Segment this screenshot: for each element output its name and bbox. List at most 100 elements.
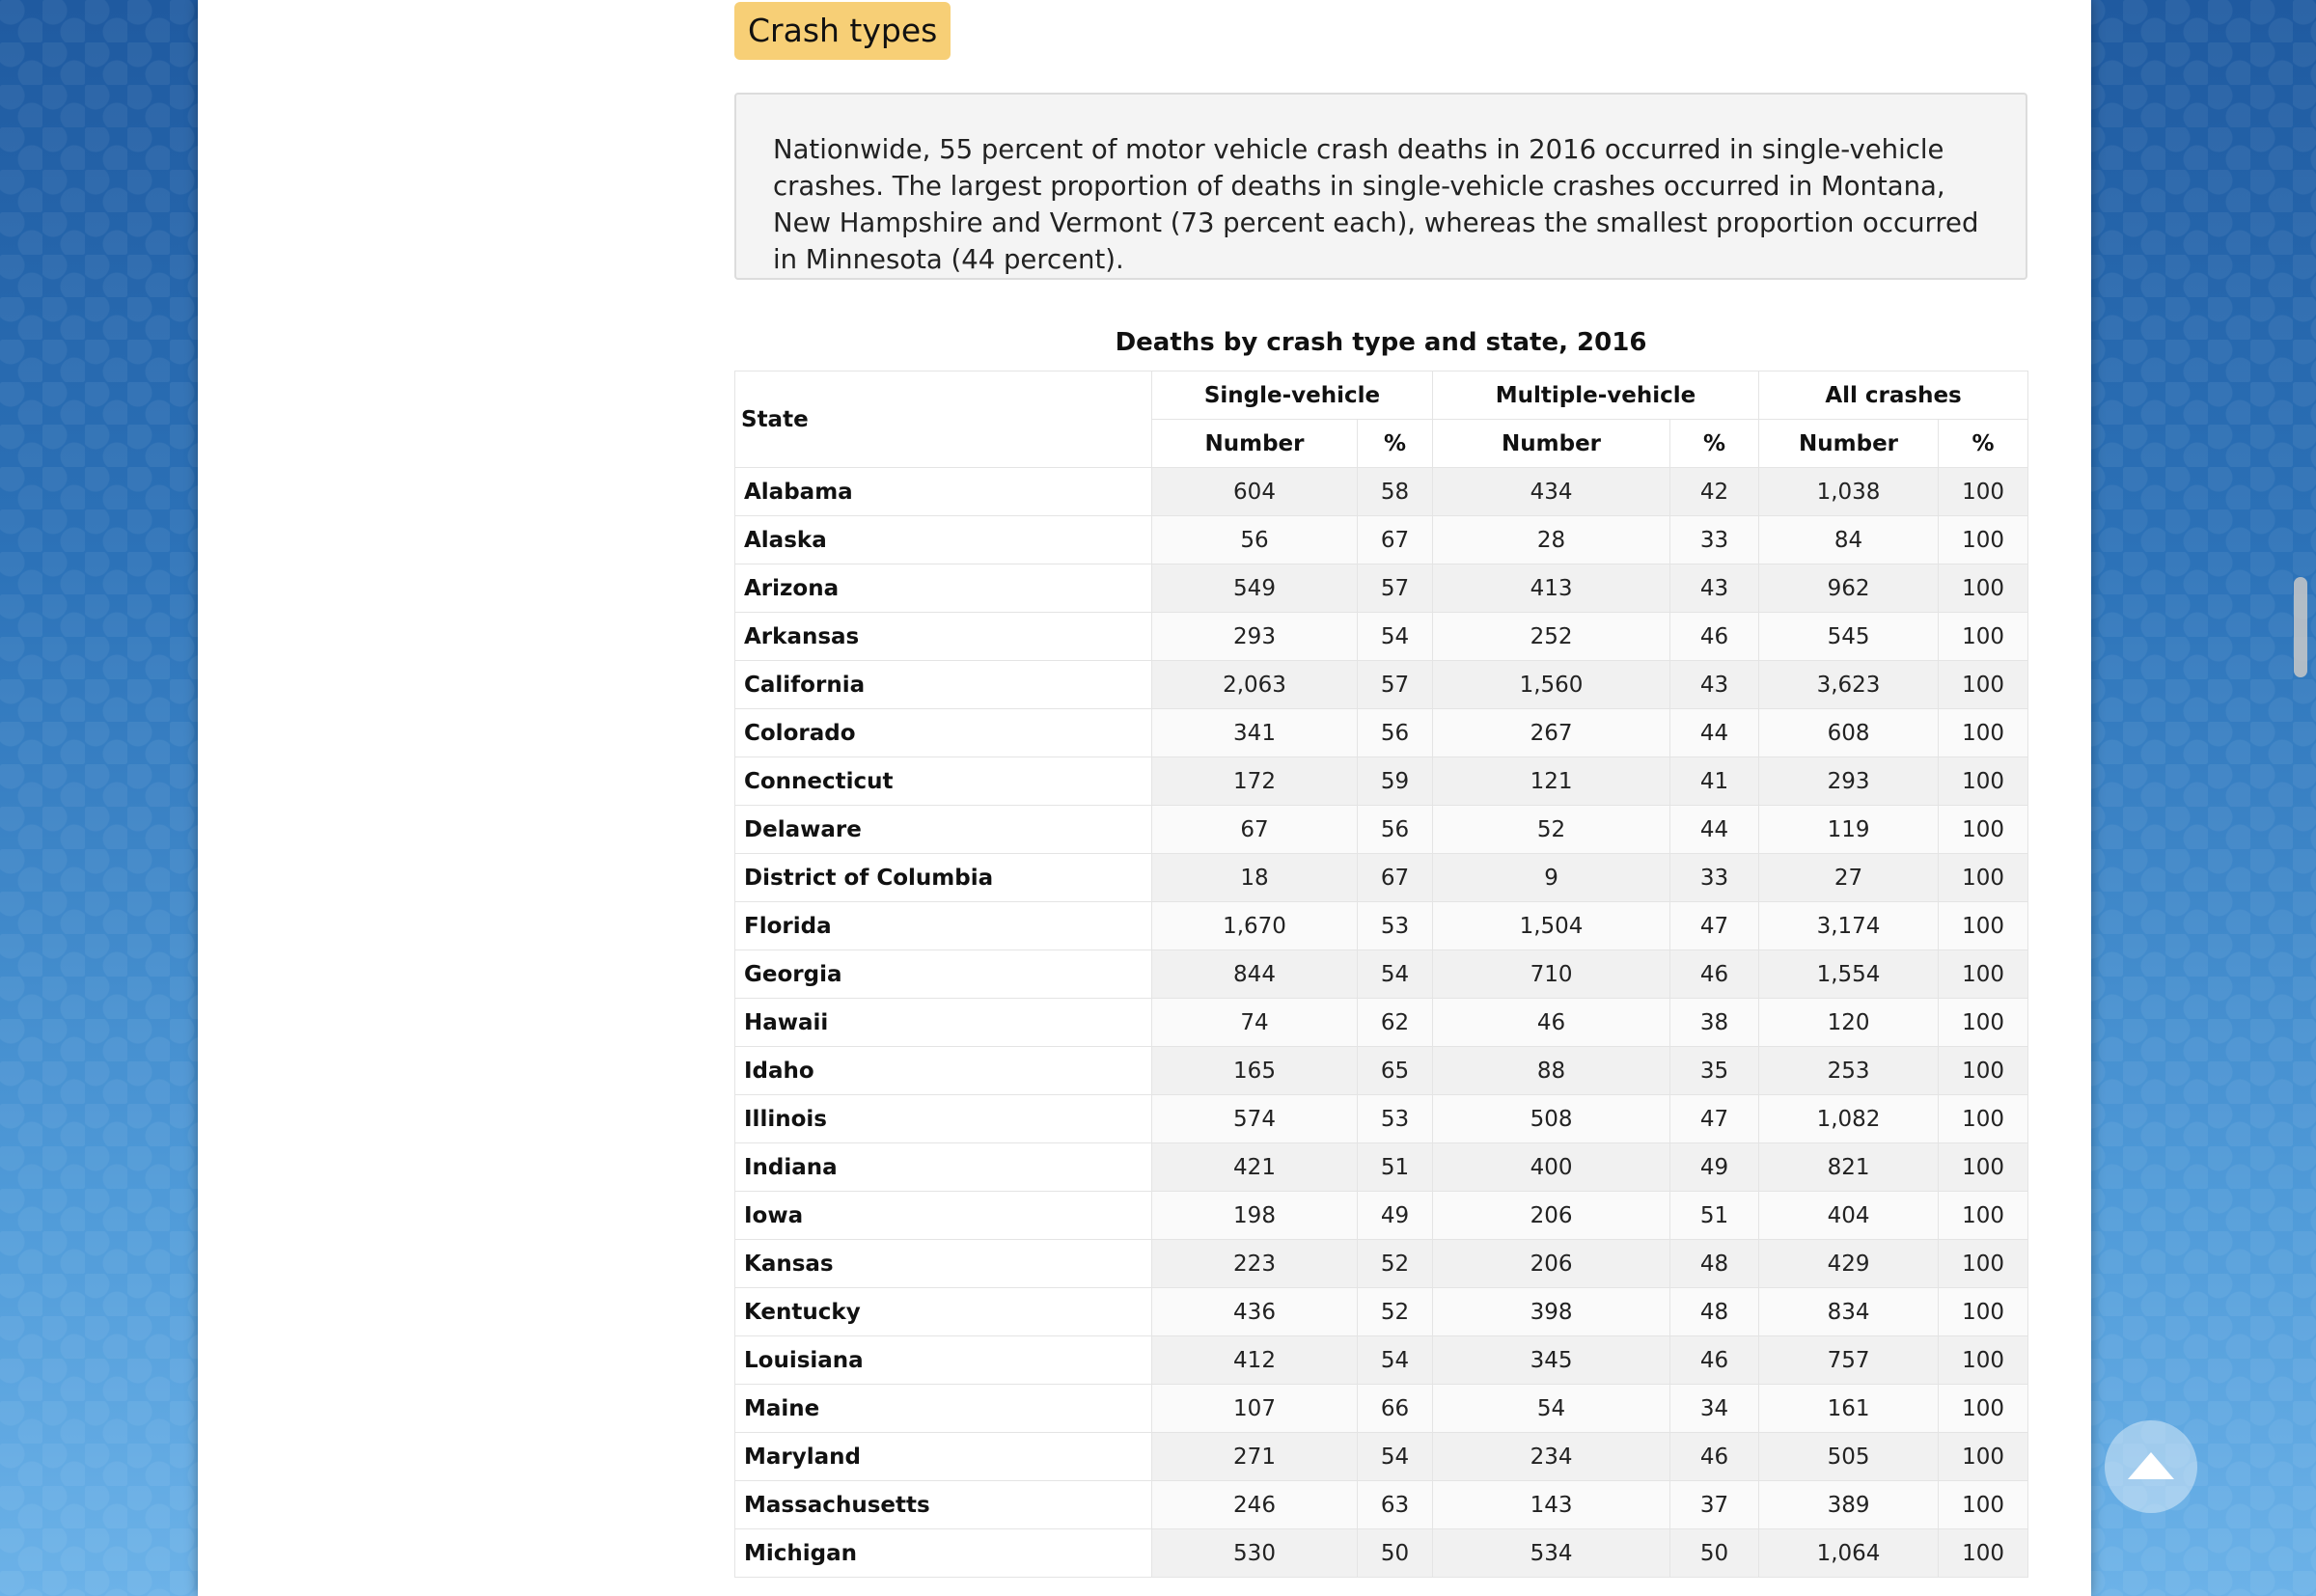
all-number-cell: 404 — [1758, 1191, 1940, 1240]
table-row: Maryland 271 54 234 46 505 100 — [734, 1432, 2029, 1481]
all-number-cell: 505 — [1758, 1432, 1940, 1481]
multiple-percent-cell: 48 — [1669, 1287, 1760, 1336]
table-row: Louisiana 412 54 345 46 757 100 — [734, 1335, 2029, 1385]
multiple-percent-cell: 46 — [1669, 1432, 1760, 1481]
all-percent-cell: 100 — [1938, 1384, 2029, 1433]
multiple-number-header: Number — [1432, 419, 1671, 468]
state-cell: Arkansas — [734, 612, 1152, 661]
multiple-percent-cell: 46 — [1669, 1335, 1760, 1385]
single-number-cell: 107 — [1151, 1384, 1358, 1433]
table-row: Connecticut 172 59 121 41 293 100 — [734, 757, 2029, 806]
single-number-cell: 74 — [1151, 998, 1358, 1047]
multiple-percent-cell: 38 — [1669, 998, 1760, 1047]
table-row: Florida 1,670 53 1,504 47 3,174 100 — [734, 901, 2029, 950]
multiple-vehicle-header: Multiple-vehicle — [1432, 371, 1760, 420]
table-row: Kentucky 436 52 398 48 834 100 — [734, 1287, 2029, 1336]
state-column-header: State — [734, 371, 1152, 468]
single-number-cell: 293 — [1151, 612, 1358, 661]
single-number-cell: 844 — [1151, 949, 1358, 999]
single-number-cell: 56 — [1151, 515, 1358, 564]
single-number-cell: 530 — [1151, 1528, 1358, 1578]
single-percent-cell: 54 — [1356, 612, 1434, 661]
all-percent-cell: 100 — [1938, 1480, 2029, 1529]
all-number-cell: 1,064 — [1758, 1528, 1940, 1578]
single-percent-header: % — [1356, 419, 1434, 468]
single-percent-cell: 57 — [1356, 564, 1434, 613]
multiple-percent-cell: 43 — [1669, 564, 1760, 613]
table-row: District of Columbia 18 67 9 33 27 100 — [734, 853, 2029, 902]
single-percent-cell: 58 — [1356, 467, 1434, 516]
state-cell: Iowa — [734, 1191, 1152, 1240]
single-vehicle-header: Single-vehicle — [1150, 371, 1434, 420]
state-cell: Kentucky — [734, 1287, 1152, 1336]
multiple-percent-cell: 48 — [1669, 1239, 1760, 1288]
state-cell: Massachusetts — [734, 1480, 1152, 1529]
state-cell: Delaware — [734, 805, 1152, 854]
single-number-cell: 67 — [1151, 805, 1358, 854]
single-percent-cell: 49 — [1356, 1191, 1434, 1240]
all-number-cell: 545 — [1758, 612, 1940, 661]
table-row: Georgia 844 54 710 46 1,554 100 — [734, 949, 2029, 999]
scrollbar-track[interactable] — [2289, 0, 2316, 1596]
state-cell: Georgia — [734, 949, 1152, 999]
multiple-percent-cell: 34 — [1669, 1384, 1760, 1433]
single-percent-cell: 56 — [1356, 708, 1434, 757]
all-percent-cell: 100 — [1938, 660, 2029, 709]
single-percent-cell: 62 — [1356, 998, 1434, 1047]
single-percent-cell: 59 — [1356, 757, 1434, 806]
all-number-cell: 3,174 — [1758, 901, 1940, 950]
multiple-percent-cell: 33 — [1669, 853, 1760, 902]
multiple-percent-cell: 41 — [1669, 757, 1760, 806]
single-number-cell: 165 — [1151, 1046, 1358, 1095]
single-percent-cell: 65 — [1356, 1046, 1434, 1095]
table-row: Hawaii 74 62 46 38 120 100 — [734, 998, 2029, 1047]
all-number-cell: 429 — [1758, 1239, 1940, 1288]
multiple-percent-cell: 49 — [1669, 1142, 1760, 1192]
all-percent-cell: 100 — [1938, 901, 2029, 950]
table-row: Michigan 530 50 534 50 1,064 100 — [734, 1528, 2029, 1578]
single-number-header: Number — [1151, 419, 1358, 468]
multiple-number-cell: 54 — [1432, 1384, 1671, 1433]
all-percent-cell: 100 — [1938, 612, 2029, 661]
table-row: Arizona 549 57 413 43 962 100 — [734, 564, 2029, 613]
all-number-cell: 608 — [1758, 708, 1940, 757]
table-caption: Deaths by crash type and state, 2016 — [1115, 328, 1647, 357]
all-number-cell: 1,554 — [1758, 949, 1940, 999]
all-percent-cell: 100 — [1938, 853, 2029, 902]
table-row: Alaska 56 67 28 33 84 100 — [734, 515, 2029, 564]
state-cell: Hawaii — [734, 998, 1152, 1047]
scrollbar-thumb[interactable] — [2294, 577, 2307, 677]
multiple-percent-cell: 51 — [1669, 1191, 1760, 1240]
multiple-percent-cell: 47 — [1669, 901, 1760, 950]
back-to-top-button[interactable] — [2105, 1420, 2197, 1513]
table-row: Maine 107 66 54 34 161 100 — [734, 1384, 2029, 1433]
all-number-cell: 3,623 — [1758, 660, 1940, 709]
multiple-percent-cell: 35 — [1669, 1046, 1760, 1095]
all-percent-cell: 100 — [1938, 1528, 2029, 1578]
single-percent-cell: 54 — [1356, 1335, 1434, 1385]
all-percent-cell: 100 — [1938, 564, 2029, 613]
multiple-number-cell: 345 — [1432, 1335, 1671, 1385]
multiple-number-cell: 88 — [1432, 1046, 1671, 1095]
all-number-cell: 27 — [1758, 853, 1940, 902]
single-number-cell: 574 — [1151, 1094, 1358, 1143]
all-number-cell: 821 — [1758, 1142, 1940, 1192]
state-cell: Maine — [734, 1384, 1152, 1433]
all-percent-cell: 100 — [1938, 805, 2029, 854]
multiple-number-cell: 206 — [1432, 1191, 1671, 1240]
multiple-number-cell: 52 — [1432, 805, 1671, 854]
state-cell: California — [734, 660, 1152, 709]
table-row: Illinois 574 53 508 47 1,082 100 — [734, 1094, 2029, 1143]
all-percent-cell: 100 — [1938, 1142, 2029, 1192]
state-cell: Arizona — [734, 564, 1152, 613]
all-percent-cell: 100 — [1938, 1046, 2029, 1095]
content-page: Crash types Nationwide, 55 percent of mo… — [198, 0, 2091, 1596]
multiple-percent-cell: 50 — [1669, 1528, 1760, 1578]
single-number-cell: 549 — [1151, 564, 1358, 613]
multiple-number-cell: 534 — [1432, 1528, 1671, 1578]
section-title: Crash types — [734, 2, 951, 60]
single-number-cell: 436 — [1151, 1287, 1358, 1336]
single-percent-cell: 56 — [1356, 805, 1434, 854]
table-row: California 2,063 57 1,560 43 3,623 100 — [734, 660, 2029, 709]
all-percent-cell: 100 — [1938, 1094, 2029, 1143]
